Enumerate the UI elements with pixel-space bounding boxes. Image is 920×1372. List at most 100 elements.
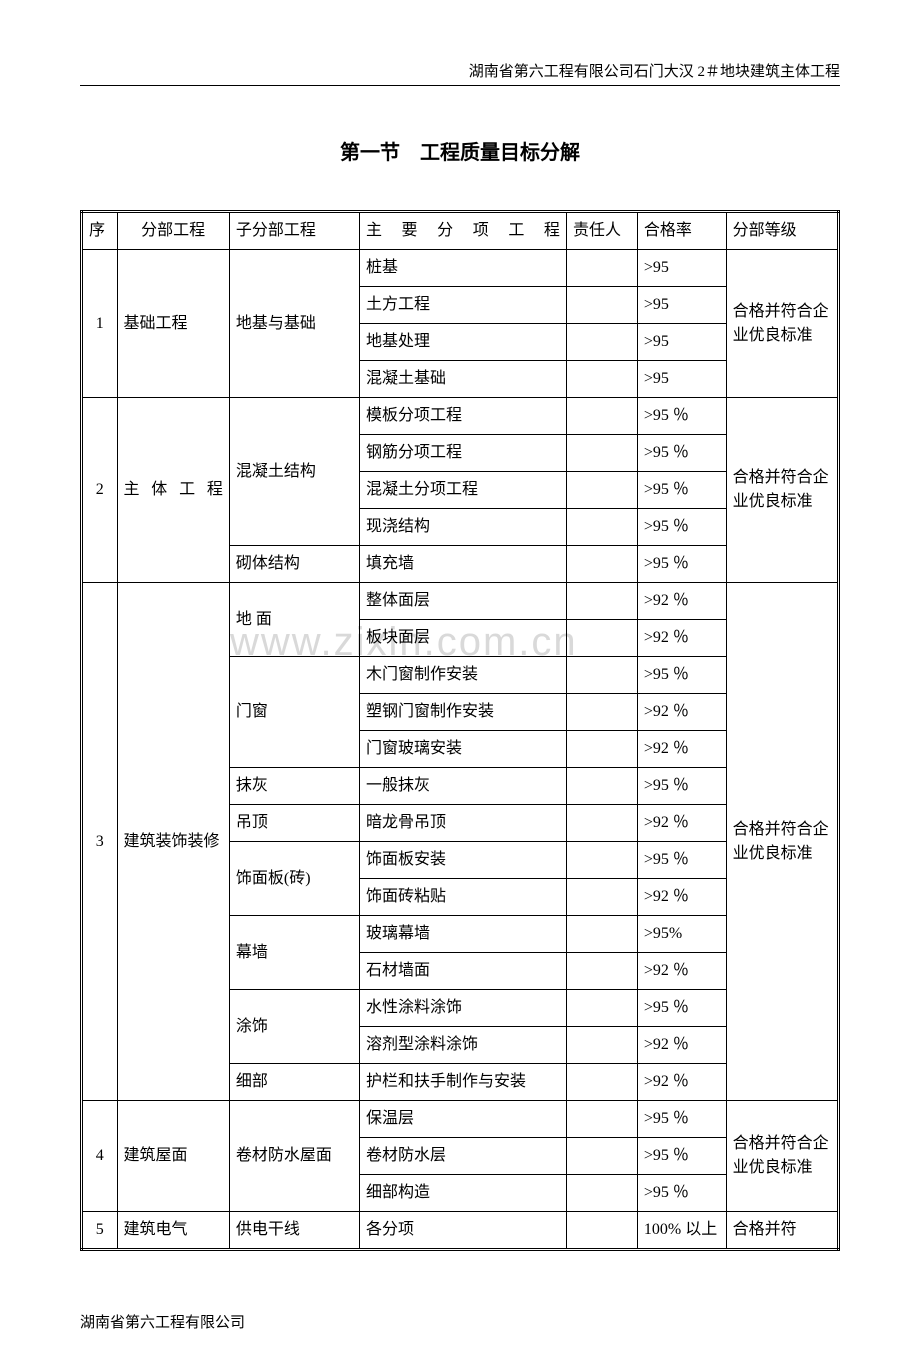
item-cell: 石材墙面 (359, 953, 566, 990)
grade-cell: 合格并符 (726, 1212, 838, 1250)
part-cell: 建筑装饰装修 (117, 583, 229, 1101)
col-item: 主要分项工程 (359, 212, 566, 250)
sub-cell: 细部 (229, 1064, 359, 1101)
person-cell (566, 620, 637, 657)
person-cell (566, 472, 637, 509)
rate-cell: >95 (637, 250, 726, 287)
item-cell: 地基处理 (359, 324, 566, 361)
rate-cell: >92 ％ (637, 583, 726, 620)
rate-cell: >95 ％ (637, 1101, 726, 1138)
col-sub: 子分部工程 (229, 212, 359, 250)
item-cell: 门窗玻璃安装 (359, 731, 566, 768)
sub-cell: 地基与基础 (229, 250, 359, 398)
rate-cell: >95 ％ (637, 768, 726, 805)
person-cell (566, 990, 637, 1027)
col-grade: 分部等级 (726, 212, 838, 250)
rate-cell: >92 ％ (637, 620, 726, 657)
rate-cell: >92 ％ (637, 953, 726, 990)
item-cell: 细部构造 (359, 1175, 566, 1212)
person-cell (566, 583, 637, 620)
item-cell: 板块面层 (359, 620, 566, 657)
rate-cell: >95 ％ (637, 1138, 726, 1175)
item-cell: 暗龙骨吊顶 (359, 805, 566, 842)
part-cell: 建筑电气 (117, 1212, 229, 1250)
sub-cell: 供电干线 (229, 1212, 359, 1250)
rate-cell: >95 ％ (637, 1175, 726, 1212)
sub-cell: 卷材防水屋面 (229, 1101, 359, 1212)
item-cell: 饰面板安装 (359, 842, 566, 879)
part-cell: 主体工程 (117, 398, 229, 583)
person-cell (566, 361, 637, 398)
col-seq: 序 (82, 212, 118, 250)
rate-cell: >95 ％ (637, 398, 726, 435)
item-cell: 混凝土分项工程 (359, 472, 566, 509)
item-cell: 现浇结构 (359, 509, 566, 546)
item-cell: 混凝土基础 (359, 361, 566, 398)
person-cell (566, 287, 637, 324)
rate-cell: >92 ％ (637, 1027, 726, 1064)
rate-cell: >92 ％ (637, 805, 726, 842)
seq-cell: 1 (82, 250, 118, 398)
rate-cell: >95 ％ (637, 472, 726, 509)
rate-cell: >95 ％ (637, 842, 726, 879)
person-cell (566, 842, 637, 879)
sub-cell: 地 面 (229, 583, 359, 657)
grade-cell: 合格并符合企业优良标准 (726, 1101, 838, 1212)
sub-cell: 抹灰 (229, 768, 359, 805)
sub-cell: 砌体结构 (229, 546, 359, 583)
item-cell: 整体面层 (359, 583, 566, 620)
item-cell: 钢筋分项工程 (359, 435, 566, 472)
item-cell: 护栏和扶手制作与安装 (359, 1064, 566, 1101)
person-cell (566, 768, 637, 805)
item-cell: 一般抹灰 (359, 768, 566, 805)
person-cell (566, 1101, 637, 1138)
rate-cell: >92 ％ (637, 879, 726, 916)
item-cell: 各分项 (359, 1212, 566, 1250)
table-row: 5 建筑电气 供电干线 各分项 100% 以上 合格并符 (82, 1212, 839, 1250)
item-cell: 玻璃幕墙 (359, 916, 566, 953)
quality-target-table: 序 分部工程 子分部工程 主要分项工程 责任人 合格率 分部等级 1 基础工程 … (80, 210, 840, 1251)
grade-cell: 合格并符合企业优良标准 (726, 398, 838, 583)
rate-cell: >92 ％ (637, 694, 726, 731)
table-row: 3 建筑装饰装修 地 面 整体面层 >92 ％ 合格并符合企业优良标准 (82, 583, 839, 620)
person-cell (566, 953, 637, 990)
person-cell (566, 509, 637, 546)
item-cell: 卷材防水层 (359, 1138, 566, 1175)
person-cell (566, 1212, 637, 1250)
sub-cell: 混凝土结构 (229, 398, 359, 546)
item-cell: 溶剂型涂料涂饰 (359, 1027, 566, 1064)
rate-cell: >95 (637, 287, 726, 324)
table-row: 1 基础工程 地基与基础 桩基 >95 合格并符合企业优良标准 (82, 250, 839, 287)
table-header-row: 序 分部工程 子分部工程 主要分项工程 责任人 合格率 分部等级 (82, 212, 839, 250)
seq-cell: 4 (82, 1101, 118, 1212)
section-title: 第一节 工程质量目标分解 (80, 136, 840, 165)
rate-cell: >95 ％ (637, 546, 726, 583)
person-cell (566, 250, 637, 287)
person-cell (566, 546, 637, 583)
person-cell (566, 916, 637, 953)
item-cell: 保温层 (359, 1101, 566, 1138)
grade-cell: 合格并符合企业优良标准 (726, 250, 838, 398)
sub-cell: 涂饰 (229, 990, 359, 1064)
person-cell (566, 1138, 637, 1175)
table-row: 4 建筑屋面 卷材防水屋面 保温层 >95 ％ 合格并符合企业优良标准 (82, 1101, 839, 1138)
rate-cell: 100% 以上 (637, 1212, 726, 1250)
rate-cell: >95 ％ (637, 657, 726, 694)
col-part: 分部工程 (117, 212, 229, 250)
person-cell (566, 879, 637, 916)
item-cell: 水性涂料涂饰 (359, 990, 566, 1027)
rate-cell: >95 (637, 324, 726, 361)
person-cell (566, 435, 637, 472)
seq-cell: 3 (82, 583, 118, 1101)
item-cell: 土方工程 (359, 287, 566, 324)
sub-cell: 吊顶 (229, 805, 359, 842)
grade-cell: 合格并符合企业优良标准 (726, 583, 838, 1101)
table-row: 2 主体工程 混凝土结构 模板分项工程 >95 ％ 合格并符合企业优良标准 (82, 398, 839, 435)
rate-cell: >95 ％ (637, 990, 726, 1027)
page-footer: 湖南省第六工程有限公司 (80, 1311, 840, 1332)
person-cell (566, 1027, 637, 1064)
person-cell (566, 805, 637, 842)
item-cell: 饰面砖粘贴 (359, 879, 566, 916)
person-cell (566, 1175, 637, 1212)
person-cell (566, 657, 637, 694)
